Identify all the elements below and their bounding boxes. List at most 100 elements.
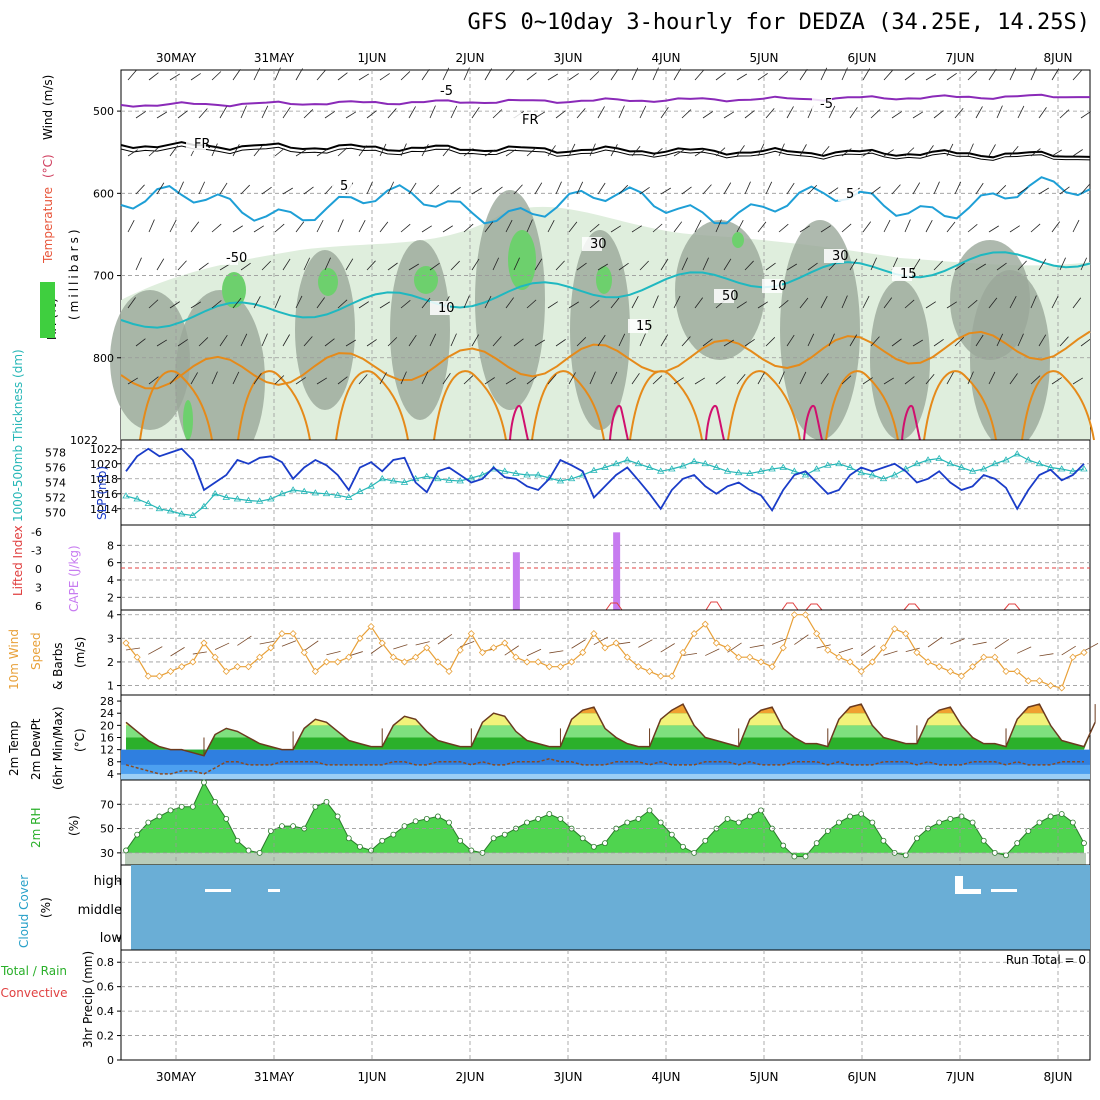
rh-legend-swatch (40, 282, 55, 338)
wind-barb-10m (972, 641, 987, 646)
wind-barb (1009, 67, 1017, 81)
wind-barb (568, 143, 576, 157)
upper-ylabel-degc: (°C) (41, 154, 55, 178)
wind-barb-10m (348, 651, 363, 657)
thickness-point (679, 462, 687, 469)
y-tick-label: 2 (107, 656, 114, 669)
contour-label-bg (714, 289, 734, 303)
rh-point (357, 843, 363, 850)
wind-barb (324, 257, 331, 271)
wind-barb (219, 334, 228, 347)
wind-barb (1017, 260, 1027, 271)
li-bump (781, 602, 799, 611)
y-tick-label: 0.8 (97, 956, 115, 969)
wind-barb (240, 262, 251, 271)
thickness-point (423, 472, 431, 479)
precip-ylabel-mm: 3hr Precip (mm) (81, 951, 95, 1048)
wind-speed-point (779, 644, 787, 652)
wind-barb (366, 260, 376, 271)
wind-speed-point (623, 653, 631, 661)
wind-barb (618, 184, 629, 195)
wind-barb (828, 186, 839, 195)
y-tick-label: 0.4 (97, 1005, 115, 1018)
rh-point (735, 819, 742, 826)
wind-barb (681, 257, 688, 271)
temp-ylabel-1: 2m Temp (7, 721, 21, 776)
rh-point (758, 807, 764, 814)
wind-speed-point (278, 630, 286, 638)
y-tick-label: 4 (107, 768, 114, 781)
rh-point (290, 823, 296, 830)
wind-ylabel-1: 10m Wind (7, 629, 21, 690)
wind-barb (316, 377, 327, 385)
wind-barb (379, 73, 390, 81)
wind-barb (702, 111, 713, 119)
thickness-point (824, 461, 832, 468)
thickness-point (445, 476, 453, 483)
thickness-point (645, 463, 654, 470)
wind-barb (765, 262, 776, 271)
wind-barb (673, 149, 684, 157)
rh-point (167, 807, 174, 814)
wind-barb (1072, 297, 1082, 309)
wind-barb (723, 339, 735, 347)
rh-point (156, 813, 163, 820)
wind-speed-point (178, 663, 186, 671)
wind-barb (807, 184, 818, 195)
wind-barb (408, 182, 417, 195)
wind-barb (673, 295, 681, 309)
wind-barb (387, 108, 397, 119)
wind-barb (1059, 186, 1070, 195)
rh-point (312, 803, 319, 810)
wind-barb (534, 339, 546, 347)
wind-barb (274, 67, 281, 81)
wind-barb (589, 371, 596, 385)
wind-barb (513, 257, 520, 271)
wind-barb (589, 300, 600, 309)
wind-barb (463, 375, 474, 385)
rh-point (457, 837, 464, 844)
li-bump (605, 602, 623, 611)
wind-barb (492, 109, 503, 119)
wind-barb (736, 145, 745, 157)
date-label-bottom: 8JUN (1044, 1070, 1073, 1084)
wind-speed-point (723, 644, 732, 652)
thickness-point (534, 471, 542, 478)
wind-barb (694, 297, 704, 309)
wind-barb (862, 295, 870, 309)
wind-barb (282, 106, 291, 119)
top-date-axis: 30MAY 31MAY 1JUN 2JUN 3JUN 4JUN 5JUN 6JUN 7JUN 8J… (156, 51, 1073, 65)
wind-barb (715, 147, 726, 157)
wind-barb (568, 73, 579, 81)
wind-barb (1051, 149, 1062, 157)
y-tick-label: 1020 (90, 458, 118, 471)
contour-label-bg (432, 84, 452, 98)
wind-barb (442, 225, 453, 233)
rh-point (223, 815, 230, 822)
wind-barb (757, 143, 765, 157)
thickness-point (924, 456, 932, 463)
li-bump (705, 601, 723, 611)
wind-barb-10m (950, 638, 965, 645)
wind-barb (765, 108, 775, 119)
wind-speed-point (668, 672, 676, 680)
wind-barb (610, 68, 619, 81)
wind-ylabel-4: (m/s) (73, 637, 87, 668)
contour-label-bg (186, 137, 206, 151)
thickness-point (512, 469, 520, 476)
rh-point (780, 842, 787, 849)
wind-barb (820, 296, 828, 309)
wind-speed-point (144, 672, 152, 680)
wind-barb-10m (1083, 643, 1099, 652)
rh-point (201, 779, 207, 786)
thickness-point (133, 495, 141, 502)
wind-speed-point (133, 653, 141, 661)
wind-barb (736, 73, 748, 81)
wind-barb (135, 111, 146, 119)
wind-barb (429, 105, 436, 119)
run-total: Run Total = 0 (1006, 953, 1086, 967)
wind-barb (555, 181, 562, 195)
wind-speed-point (590, 630, 598, 638)
wind-barb-10m (170, 647, 185, 657)
wind-barb (295, 149, 306, 157)
